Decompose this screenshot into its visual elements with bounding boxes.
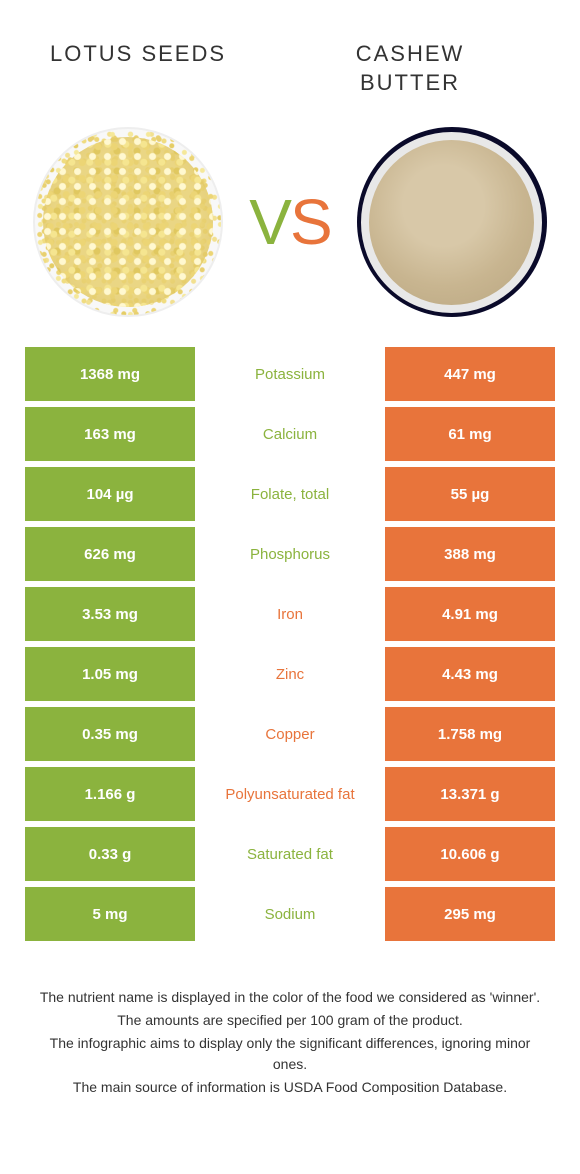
nutrient-table: 1368 mgPotassium447 mg 163 mgCalcium61 mg… (0, 347, 580, 941)
cashew-butter-image (357, 127, 547, 317)
value-left: 0.35 mg (25, 707, 195, 761)
vs-v: V (249, 186, 290, 258)
table-row: 3.53 mgIron4.91 mg (25, 587, 555, 641)
value-right: 10.606 g (385, 827, 555, 881)
nutrient-label: Polyunsaturated fat (195, 767, 385, 821)
footer-line: The amounts are specified per 100 gram o… (35, 1010, 545, 1031)
footer-line: The infographic aims to display only the… (35, 1033, 545, 1075)
table-row: 1368 mgPotassium447 mg (25, 347, 555, 401)
vs-label: VS (249, 185, 330, 259)
value-right: 447 mg (385, 347, 555, 401)
value-left: 1.166 g (25, 767, 195, 821)
value-left: 5 mg (25, 887, 195, 941)
header: LOTUS SEEDS CASHEWBUTTER (0, 0, 580, 117)
value-left: 1368 mg (25, 347, 195, 401)
footer-notes: The nutrient name is displayed in the co… (0, 947, 580, 1098)
value-right: 1.758 mg (385, 707, 555, 761)
value-right: 295 mg (385, 887, 555, 941)
nutrient-label: Folate, total (195, 467, 385, 521)
images-row: VS (0, 117, 580, 347)
nutrient-label: Saturated fat (195, 827, 385, 881)
value-left: 163 mg (25, 407, 195, 461)
table-row: 163 mgCalcium61 mg (25, 407, 555, 461)
value-right: 388 mg (385, 527, 555, 581)
value-right: 13.371 g (385, 767, 555, 821)
value-right: 55 µg (385, 467, 555, 521)
value-left: 104 µg (25, 467, 195, 521)
value-left: 3.53 mg (25, 587, 195, 641)
vs-s: S (290, 186, 331, 258)
table-row: 1.05 mgZinc4.43 mg (25, 647, 555, 701)
nutrient-label: Zinc (195, 647, 385, 701)
value-right: 61 mg (385, 407, 555, 461)
value-left: 0.33 g (25, 827, 195, 881)
value-left: 1.05 mg (25, 647, 195, 701)
table-row: 5 mgSodium295 mg (25, 887, 555, 941)
title-right: CASHEWBUTTER (290, 40, 530, 97)
value-right: 4.43 mg (385, 647, 555, 701)
nutrient-label: Sodium (195, 887, 385, 941)
nutrient-label: Calcium (195, 407, 385, 461)
title-left: LOTUS SEEDS (50, 40, 290, 97)
table-row: 626 mgPhosphorus388 mg (25, 527, 555, 581)
table-row: 104 µgFolate, total55 µg (25, 467, 555, 521)
nutrient-label: Iron (195, 587, 385, 641)
table-row: 1.166 gPolyunsaturated fat13.371 g (25, 767, 555, 821)
nutrient-label: Potassium (195, 347, 385, 401)
footer-line: The nutrient name is displayed in the co… (35, 987, 545, 1008)
nutrient-label: Copper (195, 707, 385, 761)
nutrient-label: Phosphorus (195, 527, 385, 581)
footer-line: The main source of information is USDA F… (35, 1077, 545, 1098)
lotus-seeds-image (33, 127, 223, 317)
value-left: 626 mg (25, 527, 195, 581)
table-row: 0.33 gSaturated fat10.606 g (25, 827, 555, 881)
value-right: 4.91 mg (385, 587, 555, 641)
table-row: 0.35 mgCopper1.758 mg (25, 707, 555, 761)
